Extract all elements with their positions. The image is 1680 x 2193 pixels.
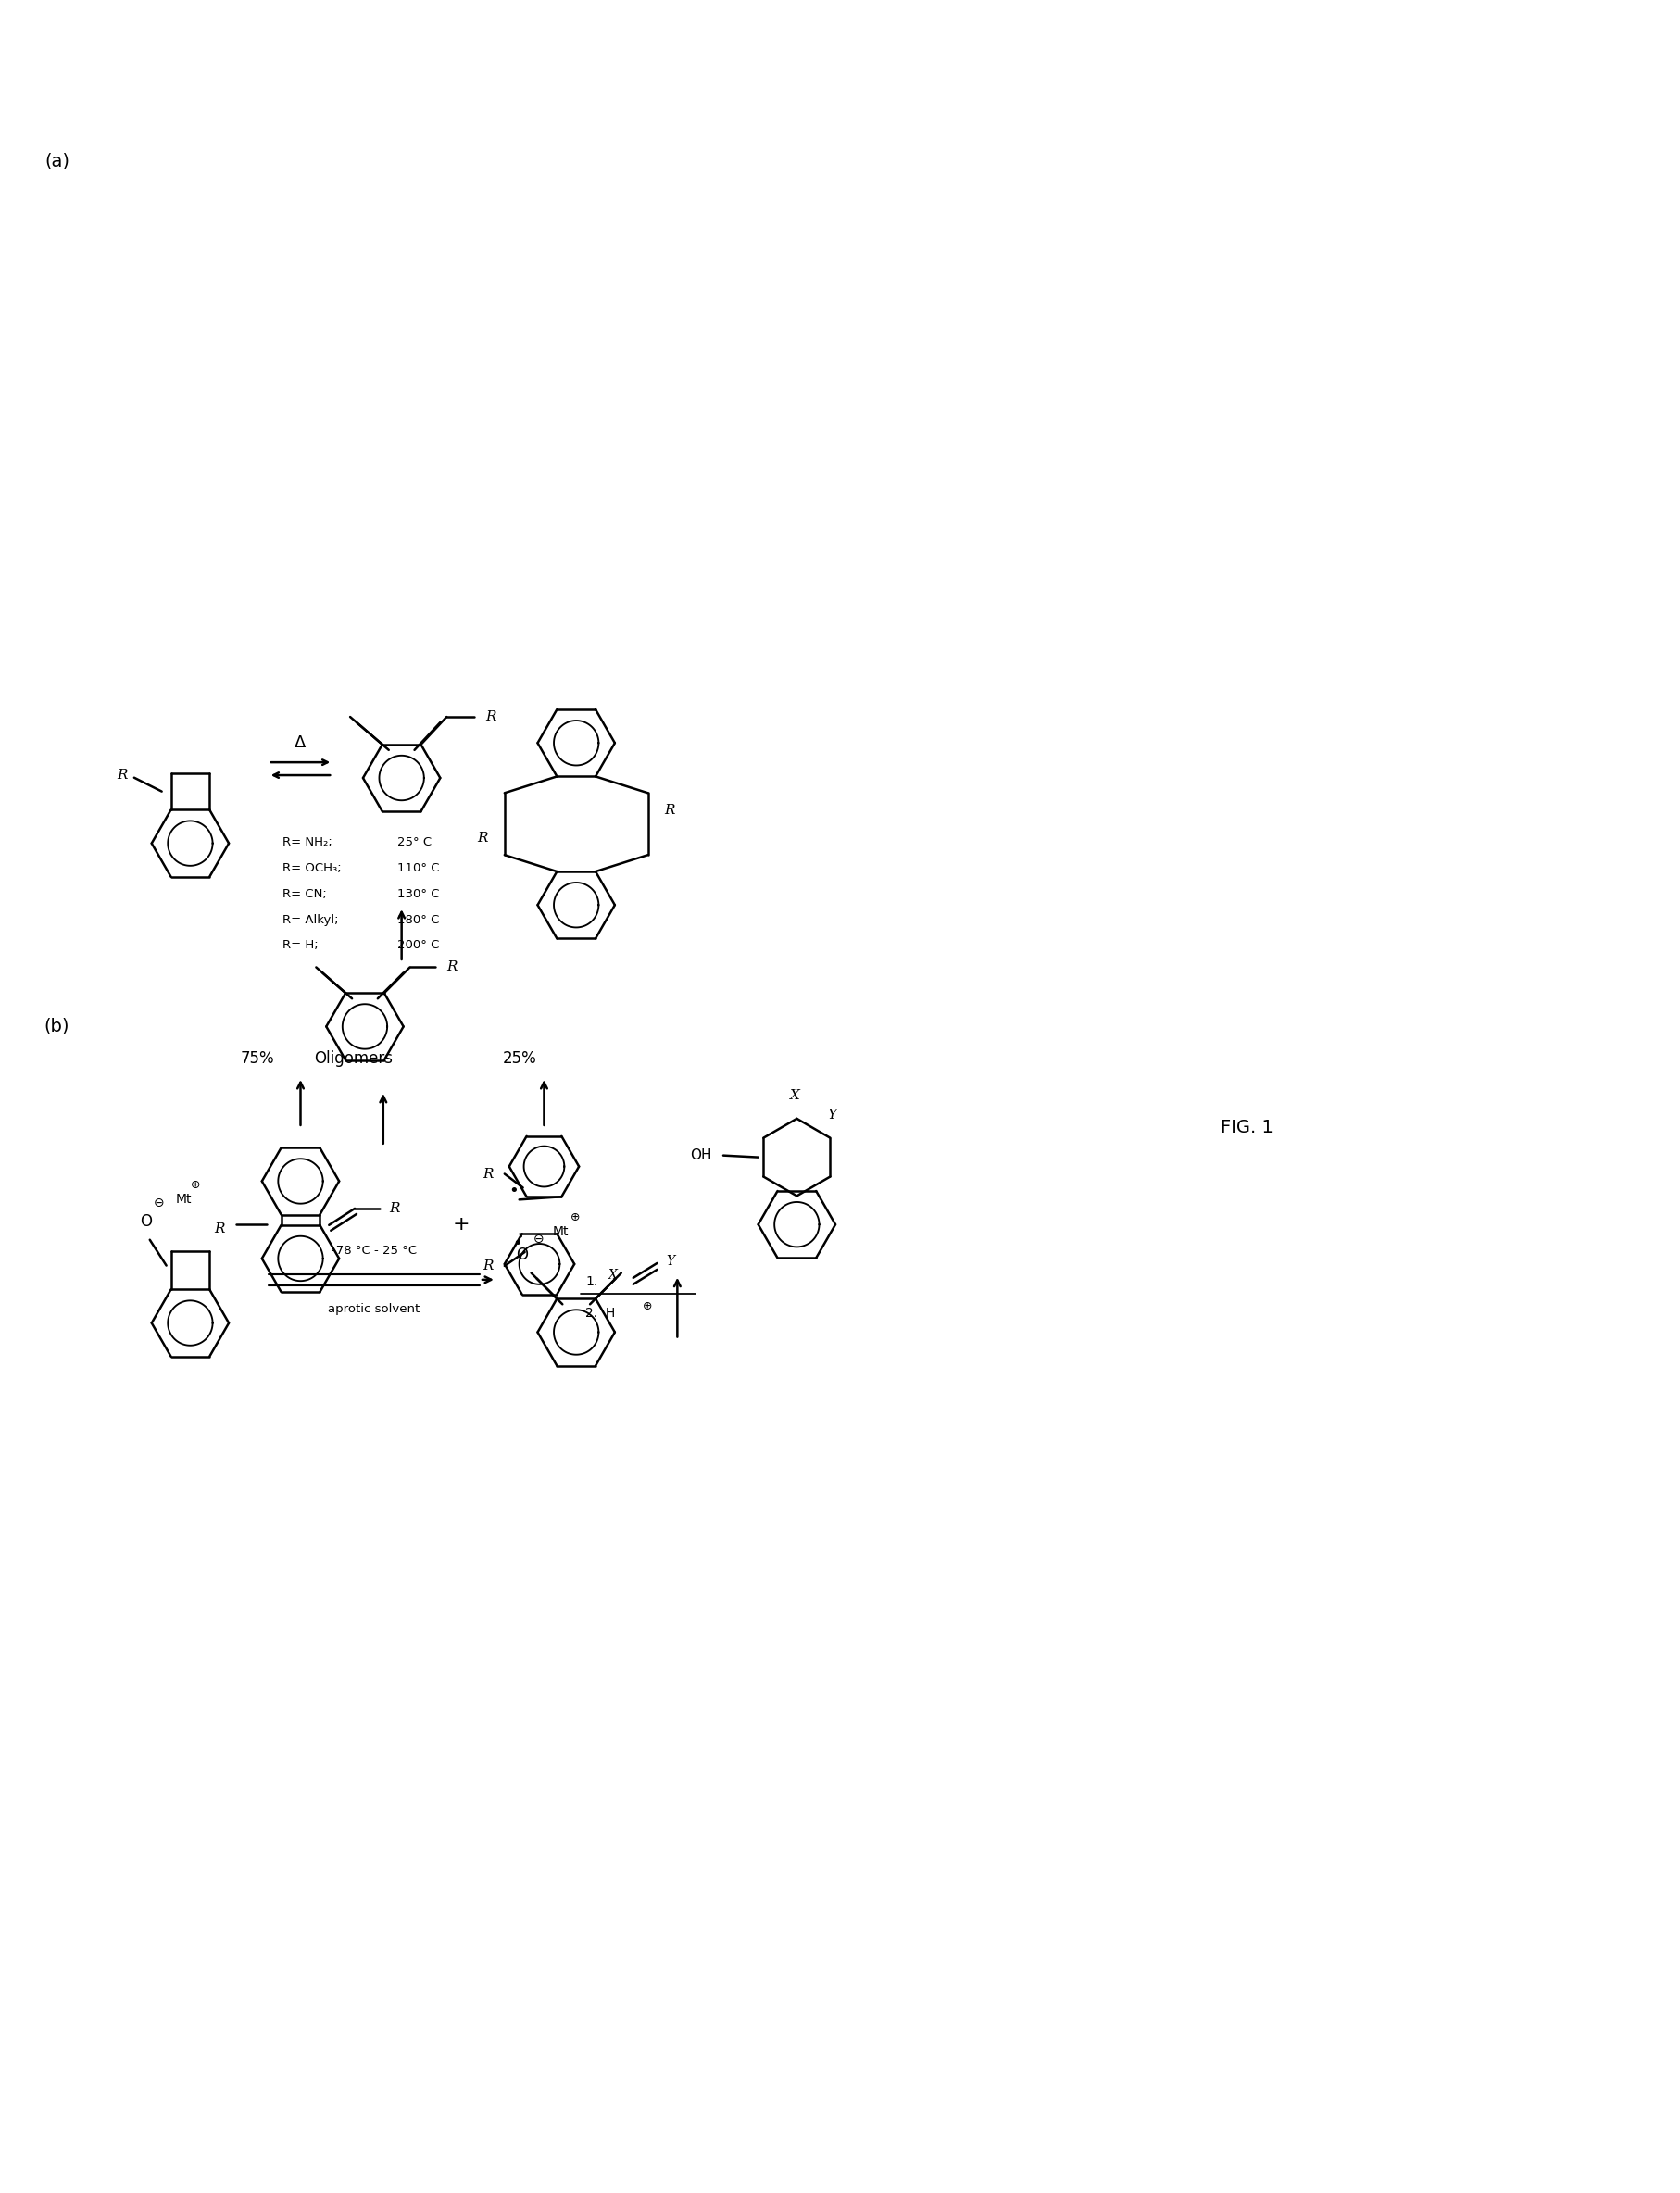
Text: R: R	[482, 1259, 494, 1272]
Text: OH: OH	[690, 1149, 712, 1162]
Text: ⊕: ⊕	[571, 1213, 580, 1224]
Text: X: X	[608, 1268, 618, 1281]
Text: +: +	[452, 1215, 470, 1235]
Text: R: R	[388, 1202, 400, 1215]
Text: Mt: Mt	[175, 1193, 192, 1206]
Text: R: R	[118, 768, 128, 781]
Text: ⊕: ⊕	[643, 1300, 654, 1311]
Text: -78 °C - 25 °C: -78 °C - 25 °C	[331, 1243, 417, 1257]
Text: R: R	[482, 1167, 494, 1180]
Text: ⊖: ⊖	[153, 1197, 165, 1208]
Text: ⊕: ⊕	[192, 1178, 200, 1191]
Text: 200° C: 200° C	[396, 939, 438, 952]
Text: 75%: 75%	[240, 1050, 276, 1068]
Text: •: •	[512, 1235, 522, 1252]
Text: 180° C: 180° C	[396, 914, 438, 925]
Text: Oligomers: Oligomers	[314, 1050, 393, 1068]
Text: R= CN;: R= CN;	[282, 888, 326, 899]
Text: O: O	[139, 1213, 153, 1230]
Text: R: R	[447, 961, 457, 974]
Text: Y: Y	[665, 1254, 674, 1268]
Text: aprotic solvent: aprotic solvent	[328, 1303, 420, 1316]
Text: R= OCH₃;: R= OCH₃;	[282, 862, 341, 875]
Text: R= NH₂;: R= NH₂;	[282, 836, 333, 849]
Text: R= H;: R= H;	[282, 939, 318, 952]
Text: 130° C: 130° C	[396, 888, 438, 899]
Text: (a): (a)	[44, 151, 69, 169]
Text: 25° C: 25° C	[396, 836, 432, 849]
Text: Y: Y	[827, 1107, 837, 1121]
Text: R: R	[477, 831, 487, 844]
Text: R= Alkyl;: R= Alkyl;	[282, 914, 338, 925]
Text: 2.  H: 2. H	[585, 1307, 615, 1320]
Text: O: O	[516, 1246, 528, 1263]
Text: 25%: 25%	[502, 1050, 536, 1068]
Text: ⊖: ⊖	[533, 1232, 544, 1246]
Text: Δ: Δ	[294, 735, 306, 752]
Text: 1.: 1.	[585, 1274, 598, 1287]
Text: R: R	[486, 711, 496, 724]
Text: 110° C: 110° C	[396, 862, 438, 875]
Text: X: X	[790, 1090, 800, 1103]
Text: FIG. 1: FIG. 1	[1221, 1118, 1273, 1136]
Text: R: R	[665, 803, 675, 816]
Text: R: R	[215, 1222, 225, 1235]
Text: Mt: Mt	[553, 1226, 568, 1239]
Text: (b): (b)	[44, 1018, 69, 1035]
Text: •: •	[509, 1182, 519, 1200]
